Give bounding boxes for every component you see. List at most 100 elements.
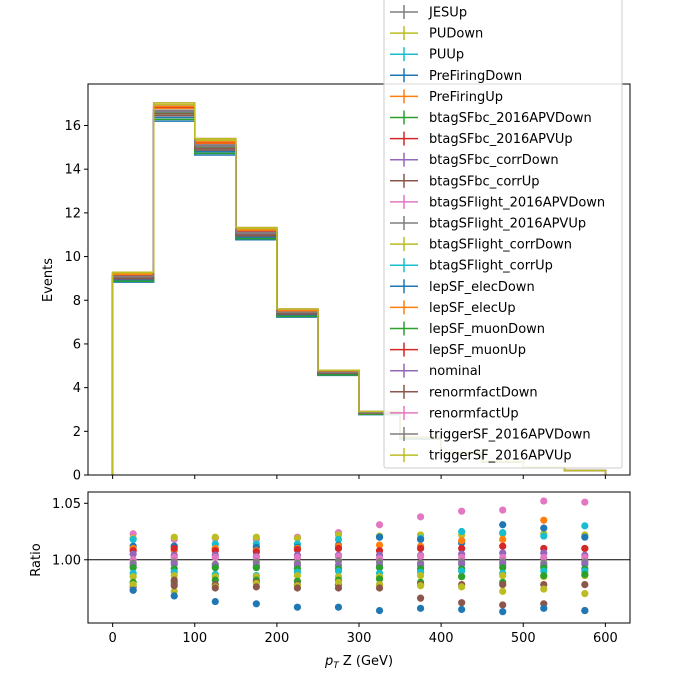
ratio-point bbox=[499, 601, 507, 609]
legend-entry: btagSFbc_2016APVUp bbox=[390, 131, 573, 147]
histogram-y-tick-label: 12 bbox=[64, 206, 81, 221]
ratio-x-tick-label: 600 bbox=[593, 631, 618, 646]
legend-entry-label: btagSFbc_corrDown bbox=[429, 153, 559, 168]
legend-entry: btagSFlight_corrUp bbox=[390, 258, 553, 274]
ratio-point bbox=[499, 535, 507, 544]
x-label-suffix: Z (GeV) bbox=[339, 654, 393, 669]
legend-entry-label: PreFiringUp bbox=[429, 90, 503, 105]
ratio-point bbox=[499, 521, 507, 529]
legend-entry-label: lepSF_muonUp bbox=[429, 343, 526, 358]
ratio-point bbox=[540, 585, 548, 593]
legend-entry: lepSF_muonUp bbox=[390, 342, 526, 358]
histogram-y-tick-label: 8 bbox=[73, 294, 81, 309]
histogram-y-tick-label: 4 bbox=[73, 381, 81, 396]
ratio-point bbox=[458, 527, 466, 536]
ratio-point bbox=[211, 597, 219, 606]
histogram-y-tick-label: 6 bbox=[73, 337, 81, 352]
ratio-point bbox=[581, 590, 589, 598]
ratio-point bbox=[334, 578, 343, 586]
legend-entry-label: btagSFlight_corrDown bbox=[429, 238, 572, 253]
ratio-axes-background bbox=[88, 492, 630, 623]
ratio-point bbox=[334, 544, 343, 553]
histogram-y-tick-label: 2 bbox=[73, 425, 81, 440]
ratio-point bbox=[416, 544, 425, 553]
legend-entry-label: btagSFlight_corrUp bbox=[429, 259, 553, 274]
ratio-point bbox=[416, 582, 425, 590]
ratio-x-tick-label: 500 bbox=[511, 631, 536, 646]
ratio-point bbox=[293, 603, 302, 611]
legend-entry: PUDown bbox=[390, 26, 483, 42]
ratio-point bbox=[581, 498, 589, 506]
ratio-y-tick-label: 1.00 bbox=[52, 553, 81, 568]
ratio-x-tick-label: 200 bbox=[264, 631, 289, 646]
ratio-point bbox=[211, 564, 219, 572]
legend-items: JESUp PUDown PUUp PreFiringDown PreFiringUp b… bbox=[390, 5, 605, 464]
ratio-point bbox=[581, 533, 589, 541]
ratio-y-axis-label: Ratio bbox=[29, 543, 44, 576]
ratio-point bbox=[170, 544, 178, 553]
legend-box bbox=[383, 0, 623, 469]
ratio-point bbox=[375, 606, 384, 615]
ratio-point bbox=[499, 571, 507, 580]
ratio-point bbox=[129, 535, 137, 544]
ratio-x-tick-label: 300 bbox=[347, 631, 372, 646]
ratio-point bbox=[375, 521, 384, 529]
ratio-point bbox=[581, 544, 589, 553]
histogram-y-ticks: 0 2 4 6 8 10 12 14 16 bbox=[64, 119, 88, 484]
legend-entry-label: PUDown bbox=[429, 27, 483, 42]
ratio-point bbox=[129, 550, 137, 558]
ratio-point bbox=[416, 604, 425, 612]
legend-entry-label: btagSFbc_corrUp bbox=[429, 174, 540, 189]
ratio-points-group bbox=[129, 497, 589, 616]
legend-entry-label: lepSF_elecDown bbox=[429, 280, 535, 295]
ratio-point bbox=[252, 600, 260, 608]
ratio-point bbox=[581, 522, 589, 530]
ratio-point bbox=[416, 552, 425, 560]
ratio-point bbox=[458, 605, 466, 614]
legend-entry-label: PreFiringDown bbox=[429, 69, 522, 84]
legend-entry-label: triggerSF_2016APVDown bbox=[429, 428, 591, 443]
ratio-point bbox=[499, 542, 507, 550]
ratio-point bbox=[540, 524, 548, 532]
ratio-point bbox=[499, 587, 507, 595]
legend-entry-label: PUUp bbox=[429, 48, 464, 63]
ratio-y-tick-label: 1.05 bbox=[52, 497, 81, 512]
ratio-point bbox=[499, 506, 507, 514]
legend-entry-label: lepSF_muonDown bbox=[429, 322, 545, 337]
ratio-panel: 1.00 1.05 0 100 200 300 400 500 600 Ratio pT Z … bbox=[29, 491, 631, 671]
ratio-point bbox=[170, 533, 178, 541]
ratio-point bbox=[375, 564, 384, 572]
ratio-point bbox=[540, 604, 548, 612]
histogram-y-tick-label: 16 bbox=[64, 119, 81, 134]
legend-entry-label: renormfactUp bbox=[429, 406, 519, 421]
legend-entry: btagSFbc_corrDown bbox=[390, 152, 559, 168]
legend-entry: lepSF_muonDown bbox=[390, 321, 545, 337]
histogram-y-tick-label: 10 bbox=[64, 250, 81, 265]
ratio-point bbox=[416, 594, 425, 602]
ratio-point bbox=[252, 533, 260, 541]
ratio-point bbox=[540, 532, 548, 540]
ratio-point bbox=[293, 571, 302, 580]
ratio-point bbox=[458, 599, 466, 607]
ratio-point bbox=[170, 576, 178, 584]
ratio-point bbox=[129, 581, 137, 589]
ratio-point bbox=[540, 516, 548, 524]
ratio-point bbox=[540, 553, 548, 562]
histogram-y-axis-label: Events bbox=[41, 258, 56, 302]
ratio-point bbox=[499, 581, 507, 589]
histogram-x-ticks bbox=[112, 475, 606, 479]
ratio-point bbox=[211, 553, 219, 562]
ratio-point bbox=[375, 533, 384, 541]
ratio-point bbox=[499, 564, 507, 572]
ratio-point bbox=[416, 535, 425, 544]
ratio-point bbox=[581, 581, 589, 589]
legend-entry: renormfactDown bbox=[390, 384, 538, 400]
legend-entry-label: triggerSF_2016APVUp bbox=[429, 449, 572, 464]
x-label-subscript: T bbox=[333, 661, 340, 671]
ratio-point bbox=[170, 592, 178, 600]
legend-entry-label: nominal bbox=[429, 364, 481, 379]
ratio-point bbox=[129, 564, 137, 572]
legend-entry: btagSFlight_2016APVUp bbox=[390, 216, 586, 232]
ratio-point bbox=[458, 536, 466, 545]
x-label-symbol: p bbox=[324, 654, 333, 669]
